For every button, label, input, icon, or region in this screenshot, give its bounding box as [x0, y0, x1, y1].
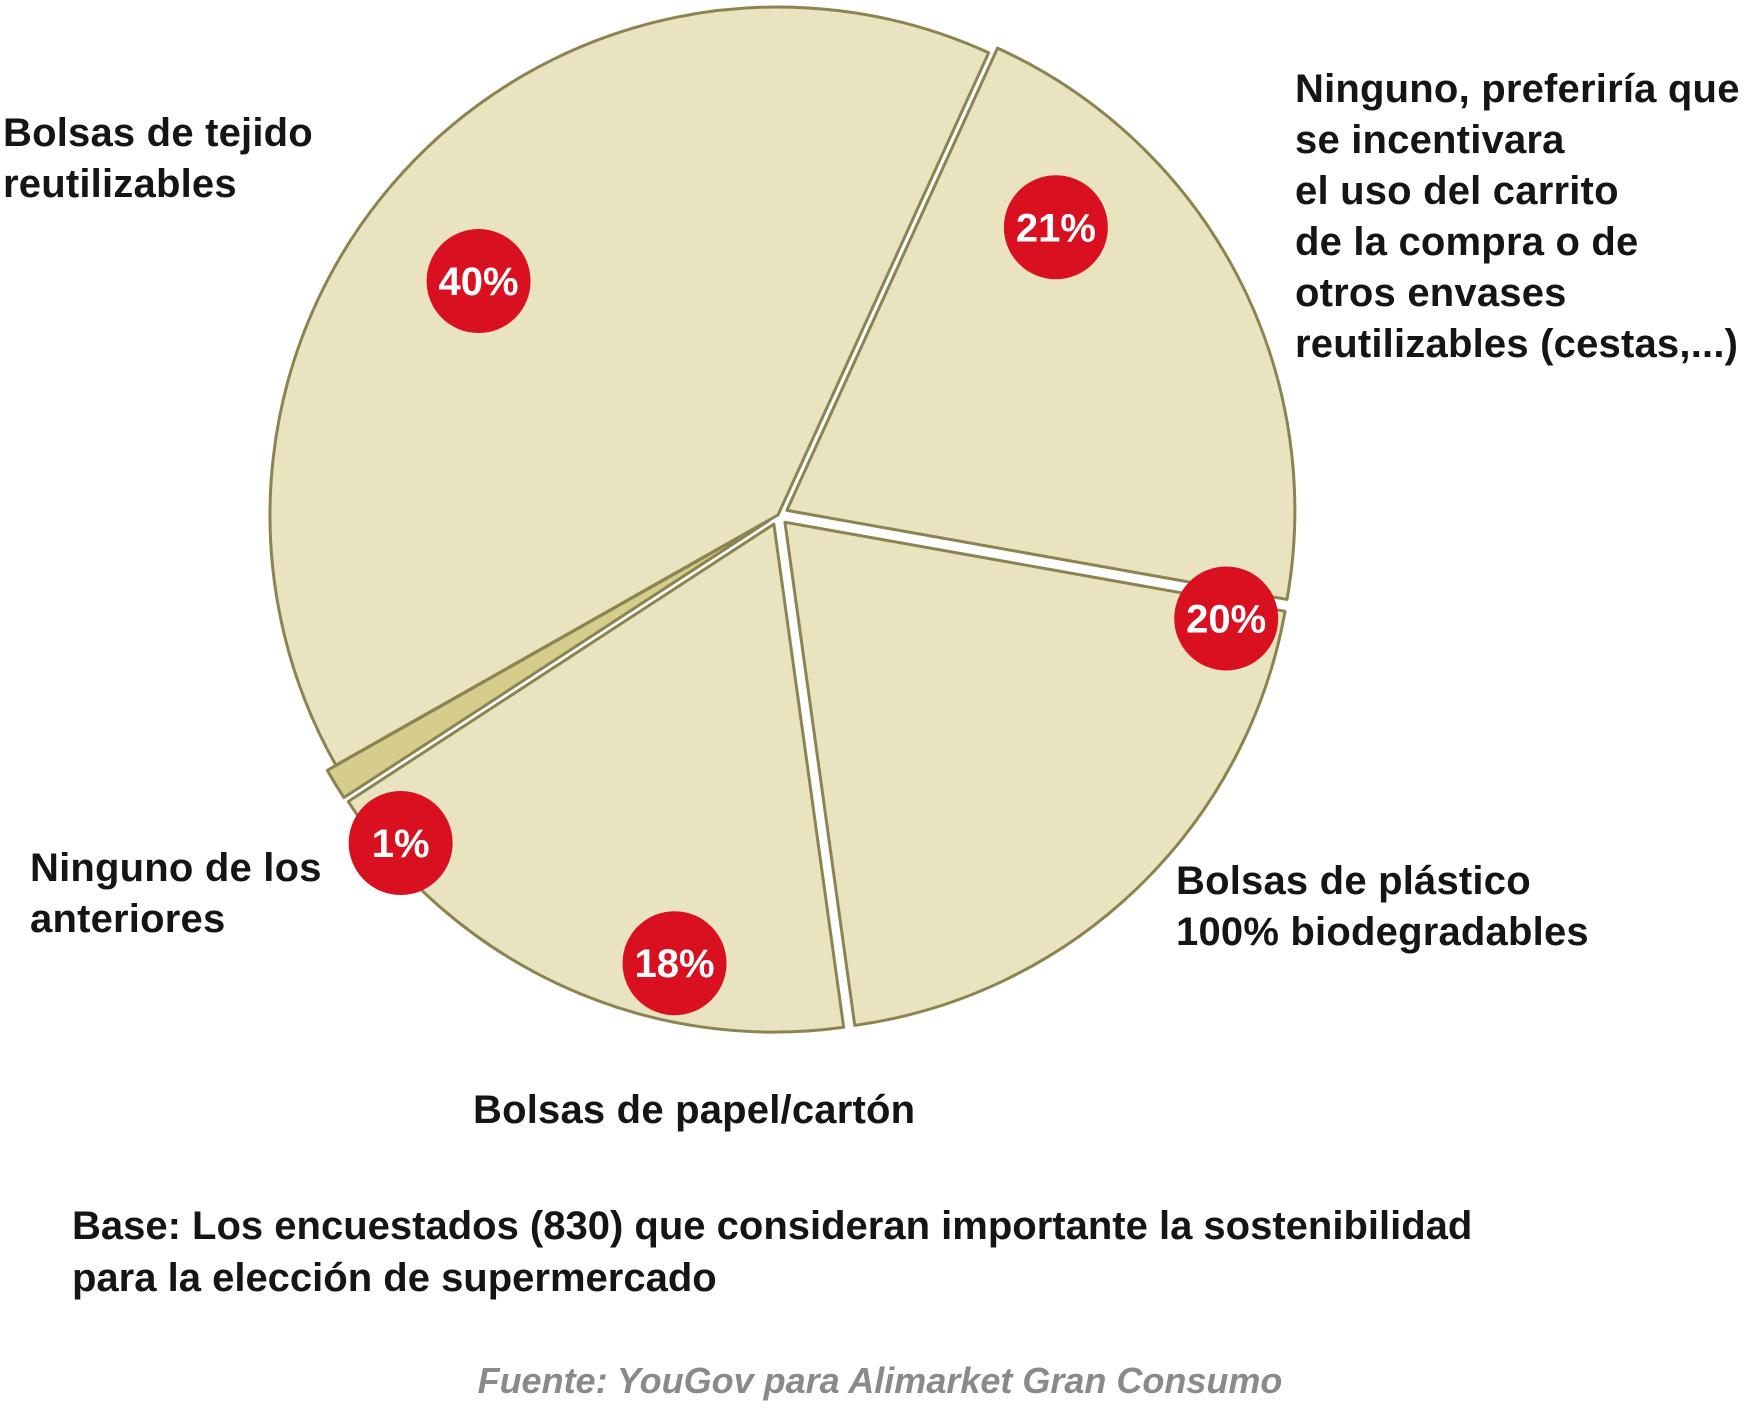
pie-slice-tejido [268, 5, 991, 767]
footnote: Base: Los encuestados (830) que consider… [72, 1204, 1473, 1300]
slice-label-ninguno-anteriores: Ninguno de los anteriores [30, 846, 322, 941]
pie-slice-plastico [783, 520, 1287, 1027]
value-label-ninguno-anteriores: 1% [372, 822, 430, 866]
value-badge-plastico [1174, 566, 1279, 671]
value-label-papel: 18% [634, 942, 714, 986]
slice-label-plastico: Bolsas de plástico 100% biodegradables [1176, 859, 1589, 954]
value-badge-ninguno-preferiria [1003, 175, 1108, 280]
value-badge-papel [622, 911, 727, 1016]
source-credit: Fuente: YouGov para Alimarket Gran Consu… [477, 1360, 1283, 1401]
pie-slice-ninguno-preferiria [785, 46, 1297, 601]
value-badge-ninguno-anteriores [348, 791, 453, 896]
slice-label-tejido: Bolsas de tejido reutilizables [3, 111, 313, 206]
pie-slice-ninguno-anteriores [325, 518, 771, 800]
slice-label-papel: Bolsas de papel/cartón [473, 1088, 916, 1132]
slice-label-ninguno-preferiria: Ninguno, preferiría que se incentivara e… [1295, 67, 1740, 366]
value-label-plastico: 20% [1186, 597, 1266, 641]
pie-slices [268, 5, 1297, 1034]
value-label-ninguno-preferiria: 21% [1016, 206, 1096, 250]
value-badge-tejido [426, 229, 531, 334]
value-badges: 40% 21% 20% 18% 1% [348, 175, 1279, 1016]
value-label-tejido: 40% [439, 260, 519, 304]
